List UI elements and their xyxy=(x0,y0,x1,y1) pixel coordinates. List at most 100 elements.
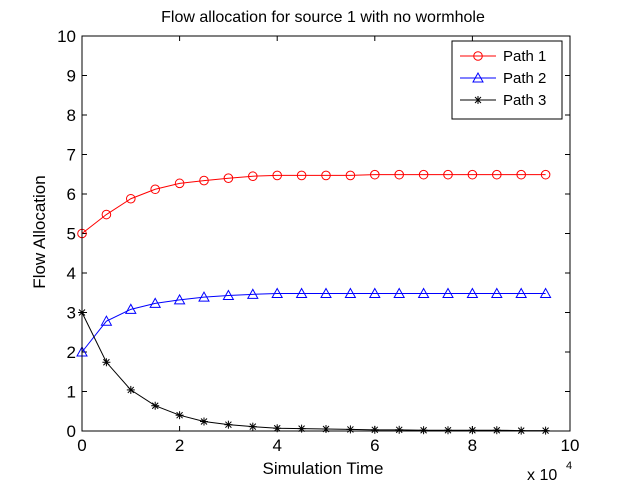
path-2-marker xyxy=(100,315,113,326)
path-1-marker xyxy=(248,171,258,182)
path-1-marker xyxy=(174,178,185,189)
path-3-marker xyxy=(468,426,477,435)
path-3-marker xyxy=(370,425,379,434)
path-3-marker-stroke xyxy=(200,418,208,425)
path-3-marker-stroke xyxy=(273,424,281,432)
path-3-marker-stroke xyxy=(469,426,476,434)
path-2-marker xyxy=(149,297,162,308)
y-tick-label: 5 xyxy=(67,225,76,244)
path-3-marker xyxy=(200,417,208,426)
path-2-marker xyxy=(466,287,479,299)
path-3-marker xyxy=(322,425,330,434)
legend-swatch-marker xyxy=(472,71,484,83)
path-2-marker xyxy=(320,287,332,299)
y-tick-label: 1 xyxy=(67,383,76,402)
path-1-marker xyxy=(126,193,136,204)
y-tick-label: 0 xyxy=(67,422,76,441)
path-1-marker xyxy=(272,170,283,181)
path-1-marker xyxy=(516,169,527,180)
path-3-marker xyxy=(175,411,184,420)
path-1-marker xyxy=(418,169,429,180)
path-2-marker xyxy=(539,287,552,299)
path-1-marker xyxy=(101,209,112,220)
path-2-marker xyxy=(417,287,430,299)
x-tick-label: 0 xyxy=(77,436,86,455)
legend-swatch-marker-stroke xyxy=(474,96,482,104)
path-2-line xyxy=(81,293,546,353)
path-3-marker-stroke xyxy=(493,426,501,434)
path-1-marker xyxy=(345,170,356,181)
path-3-marker xyxy=(492,426,501,435)
y-tick-label: 9 xyxy=(67,67,76,86)
legend-label: Path 3 xyxy=(503,92,546,109)
path-3-marker-stroke xyxy=(127,386,135,394)
path-3-marker xyxy=(346,425,355,434)
x-tick-label: 2 xyxy=(175,436,184,455)
legend-entry-path-1: Path 1 xyxy=(460,48,546,65)
path-3-marker-stroke xyxy=(444,426,452,434)
path-1-marker xyxy=(394,169,405,180)
x-multiplier-exponent: 4 xyxy=(566,460,572,472)
path-3-marker xyxy=(248,422,257,431)
path-3-marker-stroke xyxy=(176,411,183,419)
path-3-marker xyxy=(224,420,233,429)
path-3-marker xyxy=(126,385,135,394)
legend-swatch-marker xyxy=(473,51,483,61)
path-1-marker xyxy=(199,175,209,186)
path-1-marker xyxy=(223,173,234,183)
path-1-marker xyxy=(492,169,502,180)
x-tick-label: 10 xyxy=(561,436,580,455)
path-2-marker xyxy=(295,287,308,299)
path-3-marker xyxy=(444,426,452,435)
path-1-marker xyxy=(296,170,307,181)
legend-label: Path 1 xyxy=(503,48,546,65)
y-tick-label: 4 xyxy=(67,264,76,283)
path-2-marker xyxy=(124,303,137,314)
path-1-marker xyxy=(321,170,331,181)
y-tick-label: 2 xyxy=(67,343,76,362)
legend-swatch-marker xyxy=(474,96,482,104)
y-tick-label: 3 xyxy=(67,304,76,323)
path-2-marker xyxy=(490,287,503,299)
path-2-marker xyxy=(271,287,284,299)
plot-frame xyxy=(81,35,571,432)
path-2-marker xyxy=(198,291,210,302)
path-3-marker xyxy=(151,401,160,410)
path-2-marker xyxy=(368,287,381,299)
path-3-marker-stroke xyxy=(249,423,257,431)
path-3-marker-stroke xyxy=(225,421,232,429)
legend-entry-path-2: Path 2 xyxy=(460,70,546,87)
path-3-marker-stroke xyxy=(151,402,159,410)
legend-entry-path-3: Path 3 xyxy=(460,92,546,109)
x-axis-multiplier: x 10 4 xyxy=(527,460,572,484)
x-tick-label: 8 xyxy=(468,436,477,455)
path-1-marker xyxy=(150,184,160,195)
path-3-marker-stroke xyxy=(371,426,379,434)
path-1-marker xyxy=(370,169,380,180)
y-tick-label: 10 xyxy=(57,27,76,46)
path-3-marker-stroke xyxy=(420,426,427,434)
path-2-marker xyxy=(222,289,235,301)
legend-box xyxy=(451,40,563,120)
path-3-marker-stroke xyxy=(103,358,110,366)
x-axis-label: Simulation Time xyxy=(263,459,384,478)
path-2-marker xyxy=(246,288,259,299)
path-3-marker xyxy=(395,425,404,434)
path-1-marker xyxy=(540,169,551,180)
y-tick-label: 7 xyxy=(67,146,76,165)
path-2-marker xyxy=(173,293,186,305)
path-1-marker xyxy=(467,169,478,180)
path-2-marker xyxy=(442,287,454,299)
path-3-marker-stroke xyxy=(395,426,403,434)
path-2-marker xyxy=(393,287,406,299)
chart-title: Flow allocation for source 1 with no wor… xyxy=(161,9,485,26)
x-tick-label: 4 xyxy=(272,436,281,455)
path-3-marker xyxy=(102,358,111,367)
legend-label: Path 2 xyxy=(503,70,546,87)
y-tick-label: 8 xyxy=(67,106,76,125)
x-multiplier-base: x 10 xyxy=(527,467,557,484)
legend: Path 1 Path 2 Path 3 xyxy=(451,40,563,120)
path-1-marker xyxy=(443,169,453,180)
y-axis-label: Flow Allocation xyxy=(30,175,49,288)
